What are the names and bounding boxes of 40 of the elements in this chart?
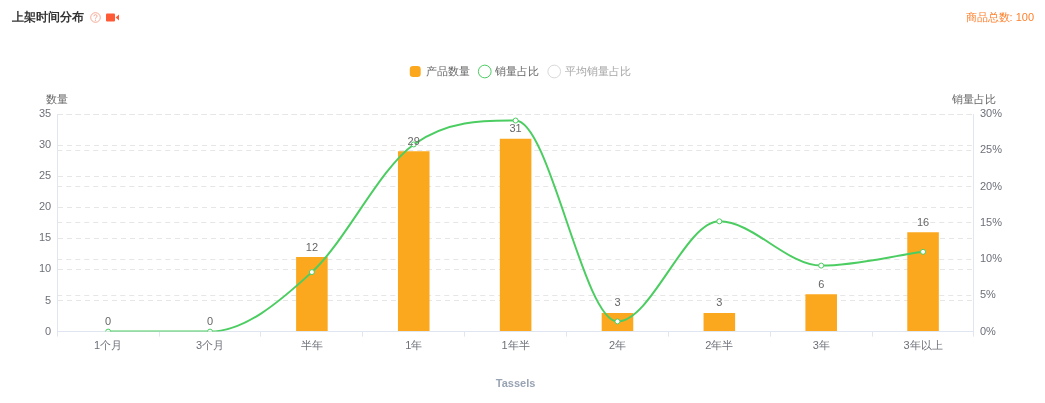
x-tick-label: 2年半 [705,339,734,352]
chart-title: 上架时间分布 [12,10,84,24]
data-label: 3 [614,296,621,309]
data-label: 0 [206,315,214,328]
data-label: 6 [818,277,825,290]
y2-tick-label: 20% [979,179,1003,192]
y-tick-label: 15 [38,231,52,244]
y-tick-label: 30 [38,138,52,151]
legend-label: 销量占比 [494,64,540,77]
y2-tick-label: 5% [979,288,997,301]
y-tick-label: 5 [45,293,52,306]
legend-label: 平均销量占比 [564,64,631,77]
x-tick-label: 半年 [300,339,323,352]
x-tick-label: 1个月 [94,339,123,352]
x-tick-label: 1年 [405,339,423,352]
data-label: 31 [509,122,522,135]
data-label: 16 [916,215,930,228]
y-tick-label: 35 [38,107,52,120]
data-label: 12 [305,240,319,253]
y2-tick-label: 30% [979,107,1003,120]
x-tick-label: 3年 [812,339,830,352]
y-tick-label: 25 [38,169,52,182]
y2-tick-label: 25% [979,143,1003,156]
y2-tick-label: 15% [979,215,1003,228]
text: 商品总数: 100 [965,11,1034,24]
y2-tick-label: 0% [979,324,997,337]
y2-tick-label: 10% [979,252,1003,265]
y-tick-label: 10 [38,262,52,275]
y-tick-label: 20 [38,200,52,213]
y-tick-label: 0 [45,324,52,337]
data-label: 0 [105,315,112,328]
x-tick-label: 3个月 [195,339,225,352]
y-axis-title: 数量 [46,92,69,105]
x-tick-label: 3年以上 [903,339,943,352]
x-tick-label: 1年半 [501,339,530,352]
x-axis-title: Tassels [495,377,536,390]
x-tick-label: 2年 [608,339,627,352]
data-label: 3 [716,296,723,309]
y2-axis-title: 销量占比 [950,92,996,105]
legend-label: 产品数量 [425,64,470,77]
